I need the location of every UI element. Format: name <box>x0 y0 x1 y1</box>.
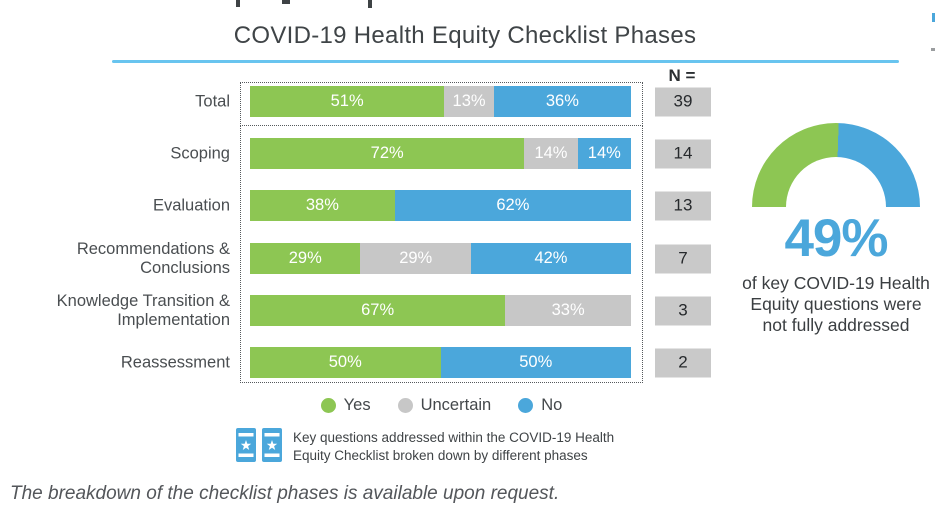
n-value-box: 2 <box>655 348 711 377</box>
bar-segment-yes: 38% <box>250 190 395 221</box>
row-label: Knowledge Transition & Implementation <box>56 291 230 329</box>
chart-title: COVID-19 Health Equity Checklist Phases <box>233 22 697 49</box>
legend-item-yes: Yes <box>320 395 371 415</box>
gauge-chart <box>752 123 920 208</box>
n-value-box: 13 <box>655 191 711 220</box>
n-value-box: 39 <box>655 87 711 116</box>
legend-label: Yes <box>343 395 371 414</box>
legend-label: Uncertain <box>420 395 492 414</box>
legend-dot-no <box>518 397 534 413</box>
bar-segment-uncertain: 14% <box>524 138 578 169</box>
bar-segment-yes: 72% <box>250 138 525 169</box>
bar-segment-yes: 51% <box>250 86 445 117</box>
n-value-box: 3 <box>655 296 711 325</box>
chart-row: Knowledge Transition & Implementation 67… <box>0 292 944 329</box>
bar-segment-no: 62% <box>394 190 631 221</box>
n-equals-header: N = <box>668 66 696 85</box>
stacked-bar: 29% 29% 42% <box>250 243 631 274</box>
cropped-edge-artifact <box>931 48 935 51</box>
chart-row: Recommendations & Conclusions 29% 29% 42% … <box>0 240 944 277</box>
bar-segment-uncertain: 29% <box>360 243 471 274</box>
cropped-text-artifact <box>236 0 240 7</box>
caption-text: Key questions addressed within the COVID… <box>293 430 615 463</box>
stacked-bar: 51% 13% 36% <box>250 86 631 117</box>
row-label: Scoping <box>170 144 230 162</box>
legend-item-no: No <box>518 396 562 415</box>
cropped-text-artifact <box>282 0 290 4</box>
row-label: Reassessment <box>120 353 230 371</box>
phase-rows-outline <box>240 125 643 383</box>
chart-row: Evaluation 38% 62% 13 <box>0 190 944 221</box>
cropped-edge-artifact <box>932 13 935 22</box>
stacked-bar: 72% 14% 14% <box>250 138 631 169</box>
legend-dot-uncertain <box>397 397 413 413</box>
bar-segment-uncertain: 13% <box>444 86 494 117</box>
title-underline <box>112 60 899 63</box>
legend-label: No <box>541 395 563 414</box>
row-label: Recommendations & Conclusions <box>76 239 230 277</box>
stacked-bar: 38% 62% <box>250 190 631 221</box>
bar-segment-yes: 50% <box>250 347 441 378</box>
chart-row: Scoping 72% 14% 14% 14 <box>0 138 944 169</box>
chart-legend: Yes Uncertain No <box>240 394 643 416</box>
stacked-bar: 50% 50% <box>250 347 631 378</box>
n-value-box: 7 <box>655 244 711 273</box>
gauge-value: 49% <box>784 209 888 268</box>
stacked-bar: 67% 33% <box>250 295 631 326</box>
n-value-box: 14 <box>655 139 711 168</box>
legend-item-uncertain: Uncertain <box>397 395 492 415</box>
chart-row: Total 51% 13% 36% 39 <box>0 86 944 117</box>
row-label: Total <box>195 92 230 110</box>
cropped-text-artifact <box>368 0 372 8</box>
bar-segment-no: 50% <box>440 347 631 378</box>
gauge-description: of key COVID-19 Health Equity questions … <box>742 273 930 335</box>
chart-caption: Key questions addressed within the COVID… <box>236 427 614 464</box>
bar-segment-yes: 67% <box>250 295 506 326</box>
checklist-badges-icon <box>236 428 282 462</box>
bar-segment-yes: 29% <box>250 243 361 274</box>
bar-segment-uncertain: 33% <box>505 295 631 326</box>
legend-dot-yes <box>320 397 336 413</box>
chart-row: Reassessment 50% 50% 2 <box>0 347 944 378</box>
bar-segment-no: 36% <box>493 86 631 117</box>
row-label: Evaluation <box>152 196 230 214</box>
bar-segment-no: 42% <box>470 243 631 274</box>
bar-segment-no: 14% <box>577 138 631 169</box>
footnote: The breakdown of the checklist phases is… <box>10 483 560 504</box>
